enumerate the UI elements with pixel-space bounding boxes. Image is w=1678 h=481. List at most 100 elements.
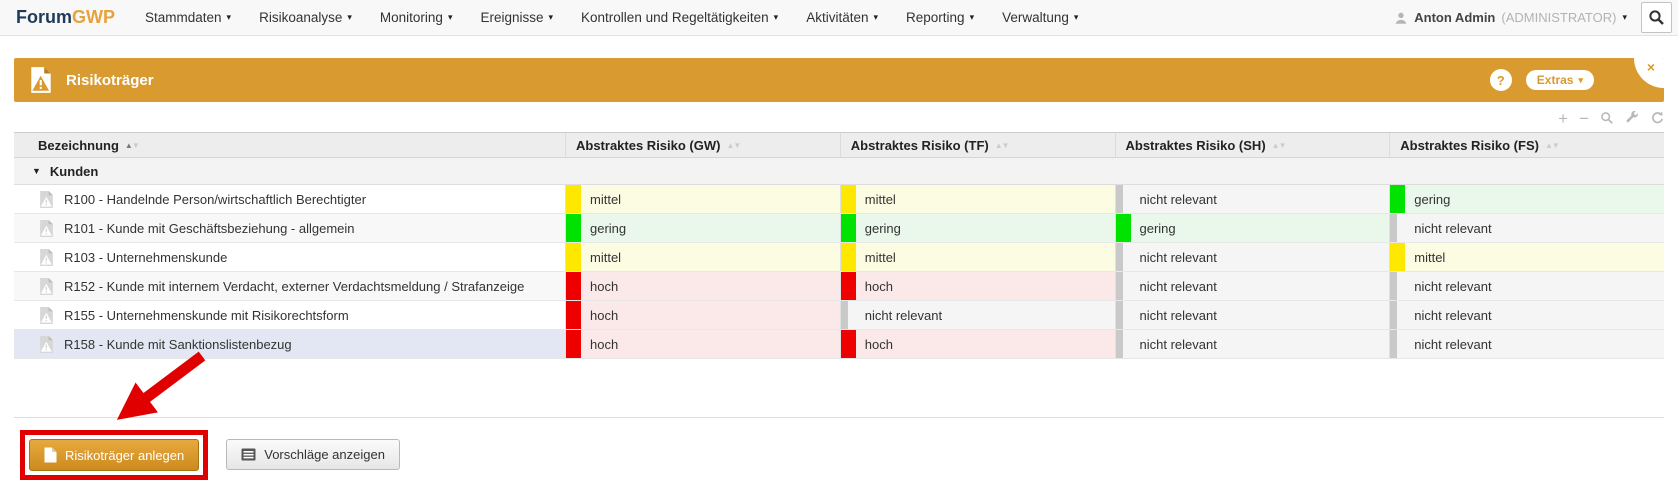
table-header-row: Bezeichnung ▲▼ Abstraktes Risiko (GW) ▲▼… (14, 133, 1664, 158)
risk-document-icon (40, 277, 53, 295)
risk-document-icon (31, 67, 51, 93)
row-name-cell[interactable]: R152 - Kunde mit internem Verdacht, exte… (14, 272, 565, 300)
row-name-cell[interactable]: R101 - Kunde mit Geschäftsbeziehung - al… (14, 214, 565, 242)
risk-cell-fs[interactable]: mittel (1389, 243, 1664, 271)
new-document-icon (44, 447, 57, 463)
show-suggestions-button[interactable]: Vorschläge anzeigen (226, 439, 400, 470)
row-label: R100 - Handelnde Person/wirtschaftlich B… (64, 191, 367, 207)
menu-reporting[interactable]: Reporting ▾ (906, 10, 975, 25)
table-row[interactable]: R158 - Kunde mit Sanktionslistenbezug ho… (14, 330, 1664, 359)
risk-cell-sh[interactable]: nicht relevant (1114, 185, 1390, 213)
menu-aktivitaeten[interactable]: Aktivitäten ▾ (806, 10, 879, 25)
table-row[interactable]: R103 - Unternehmenskunde mittel mittel n… (14, 243, 1664, 272)
risk-cell-gw[interactable]: hoch (565, 330, 840, 358)
column-header-risiko-sh[interactable]: Abstraktes Risiko (SH) ▲▼ (1114, 133, 1390, 157)
footer-actions: Risikoträger anlegen Vorschläge anzeigen (20, 418, 1664, 480)
risk-cell-sh[interactable]: gering (1114, 214, 1390, 242)
menu-kontrollen[interactable]: Kontrollen und Regeltätigkeiten ▾ (581, 10, 779, 25)
row-label: R152 - Kunde mit internem Verdacht, exte… (64, 278, 525, 294)
sort-asc-icon: ▲ (726, 140, 734, 150)
row-label: R103 - Unternehmenskunde (64, 249, 228, 265)
table-row[interactable]: R155 - Unternehmenskunde mit Risikorecht… (14, 301, 1664, 330)
expand-all-button[interactable]: + (1558, 110, 1568, 127)
sort-icons: ▲▼ (1545, 141, 1560, 150)
risk-cell-tf[interactable]: hoch (839, 330, 1115, 358)
table-row[interactable]: R100 - Handelnde Person/wirtschaftlich B… (14, 185, 1664, 214)
risk-cell-tf[interactable]: gering (839, 214, 1115, 242)
risk-document-icon (40, 219, 53, 237)
row-name-cell[interactable]: R103 - Unternehmenskunde (14, 243, 565, 271)
plus-icon: + (1558, 108, 1569, 128)
risk-color-bar (566, 214, 581, 242)
collapse-triangle-icon: ▼ (32, 165, 41, 176)
menu-risikoanalyse[interactable]: Risikoanalyse ▾ (259, 10, 352, 25)
chevron-down-icon: ▾ (1622, 12, 1627, 22)
row-name-cell[interactable]: R100 - Handelnde Person/wirtschaftlich B… (14, 185, 565, 213)
risk-cell-tf[interactable]: mittel (839, 243, 1115, 271)
risk-color-bar (1390, 301, 1398, 329)
risk-level-label: nicht relevant (1139, 191, 1217, 207)
row-name-cell[interactable]: R155 - Unternehmenskunde mit Risikorecht… (14, 301, 565, 329)
risk-color-bar (840, 243, 856, 271)
table-row[interactable]: R101 - Kunde mit Geschäftsbeziehung - al… (14, 214, 1664, 243)
risk-level-label: hoch (864, 336, 893, 352)
risk-color-bar (566, 272, 581, 300)
sort-desc-icon: ▼ (1001, 140, 1010, 150)
column-header-risiko-tf[interactable]: Abstraktes Risiko (TF) ▲▼ (839, 133, 1115, 157)
risk-cell-gw[interactable]: mittel (565, 185, 840, 213)
table-row[interactable]: R152 - Kunde mit internem Verdacht, exte… (14, 272, 1664, 301)
risk-cell-fs[interactable]: nicht relevant (1389, 214, 1664, 242)
risk-cell-fs[interactable]: nicht relevant (1389, 301, 1664, 329)
risk-cell-tf[interactable]: nicht relevant (839, 301, 1115, 329)
risk-color-bar (566, 301, 581, 329)
app-logo[interactable]: ForumGWP (16, 7, 115, 28)
chevron-down-icon: ▾ (873, 12, 879, 22)
close-icon: × (1646, 59, 1655, 75)
risk-cell-fs[interactable]: nicht relevant (1389, 330, 1664, 358)
wrench-icon (1626, 111, 1638, 123)
row-label: R101 - Kunde mit Geschäftsbeziehung - al… (64, 220, 355, 236)
risk-cell-gw[interactable]: mittel (565, 243, 840, 271)
user-menu[interactable]: Anton Admin (ADMINISTRATOR) ▾ (1394, 10, 1627, 25)
menu-ereignisse[interactable]: Ereignisse ▾ (480, 10, 554, 25)
help-button[interactable]: ? (1489, 69, 1512, 91)
chevron-down-icon: ▾ (1073, 12, 1079, 22)
risk-cell-tf[interactable]: mittel (839, 185, 1115, 213)
column-header-risiko-gw[interactable]: Abstraktes Risiko (GW) ▲▼ (565, 133, 840, 157)
grid-refresh-button[interactable] (1650, 111, 1664, 125)
risk-level-label: nicht relevant (1414, 307, 1492, 323)
grid-search-button[interactable] (1600, 111, 1614, 125)
row-name-cell[interactable]: R158 - Kunde mit Sanktionslistenbezug (14, 330, 565, 358)
risk-level-label: nicht relevant (1139, 278, 1217, 294)
main-menu: Stammdaten ▾ Risikoanalyse ▾ Monitoring ▾ E… (145, 10, 1078, 25)
risk-cell-gw[interactable]: hoch (565, 301, 840, 329)
search-button[interactable] (1641, 2, 1672, 33)
table-body: R100 - Handelnde Person/wirtschaftlich B… (14, 185, 1664, 359)
risk-cell-gw[interactable]: hoch (565, 272, 840, 300)
risk-cell-fs[interactable]: nicht relevant (1389, 272, 1664, 300)
risk-color-bar (566, 185, 581, 213)
column-header-bezeichnung[interactable]: Bezeichnung ▲▼ (38, 137, 140, 153)
risk-cell-fs[interactable]: gering (1389, 185, 1664, 213)
annotation-highlight-box: Risikoträger anlegen (20, 430, 209, 480)
menu-monitoring[interactable]: Monitoring ▾ (379, 10, 453, 25)
risk-color-bar (1115, 243, 1123, 271)
menu-stammdaten[interactable]: Stammdaten ▾ (145, 10, 232, 25)
risk-cell-sh[interactable]: nicht relevant (1114, 330, 1390, 358)
collapse-all-button[interactable]: − (1579, 110, 1589, 127)
content-area: Risikoträger ? Extras ▾ × + − Bezeichnung (0, 58, 1678, 480)
risk-cell-tf[interactable]: hoch (839, 272, 1115, 300)
risk-cell-sh[interactable]: nicht relevant (1114, 301, 1390, 329)
risk-cell-gw[interactable]: gering (565, 214, 840, 242)
grid-settings-button[interactable] (1625, 111, 1639, 125)
risk-cell-sh[interactable]: nicht relevant (1114, 272, 1390, 300)
group-row-kunden[interactable]: ▼ Kunden (14, 158, 1664, 185)
extras-button[interactable]: Extras ▾ (1525, 70, 1594, 90)
risk-cell-sh[interactable]: nicht relevant (1114, 243, 1390, 271)
risk-color-bar (1390, 214, 1398, 242)
close-panel-button[interactable]: × (1634, 58, 1664, 88)
column-header-risiko-fs[interactable]: Abstraktes Risiko (FS) ▲▼ (1389, 133, 1664, 157)
user-role: (ADMINISTRATOR) (1501, 10, 1617, 25)
menu-verwaltung[interactable]: Verwaltung ▾ (1002, 10, 1079, 25)
create-risikotraeger-button[interactable]: Risikoträger anlegen (29, 439, 200, 471)
